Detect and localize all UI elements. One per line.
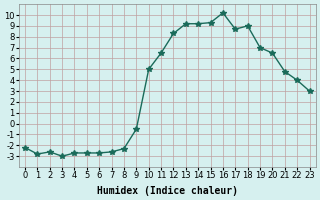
X-axis label: Humidex (Indice chaleur): Humidex (Indice chaleur) bbox=[97, 186, 238, 196]
